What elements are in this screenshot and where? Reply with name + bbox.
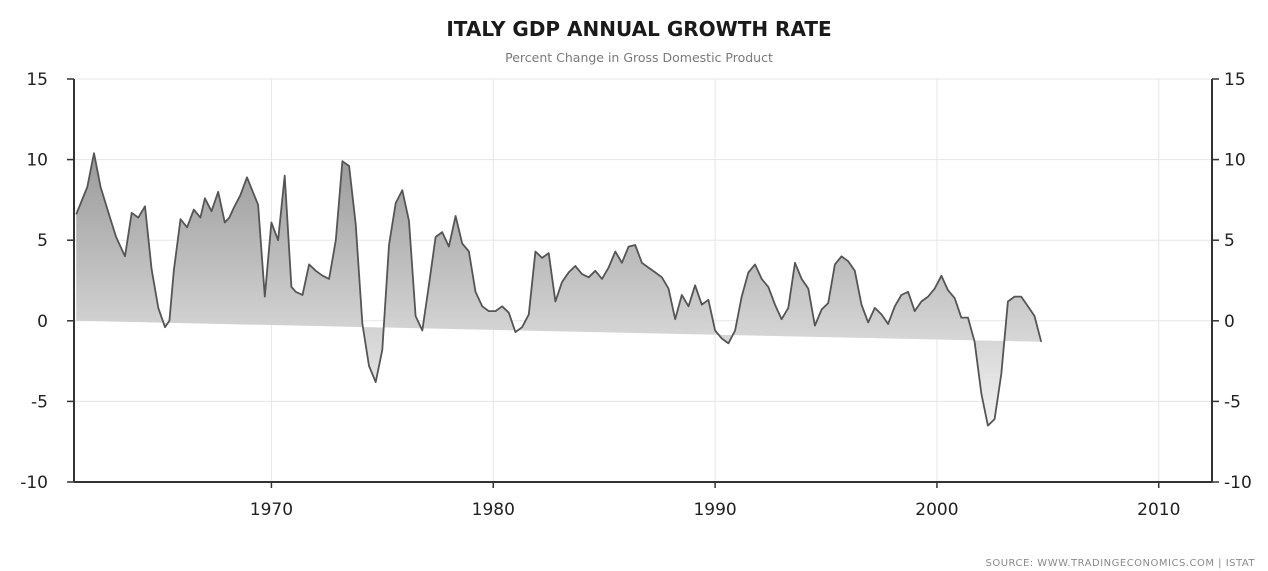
y-tick-label-left: 10	[26, 151, 48, 171]
tick-labels: 15 15 10 10 5 5 0 0 -5 -5 -10 -10 1970 1980 1990 2000 20…	[20, 70, 1252, 520]
y-tick-label-right: 0	[1224, 312, 1235, 332]
y-tick-label-left: -10	[20, 473, 48, 493]
x-tick-label: 1990	[693, 500, 736, 520]
y-tick-label-left: 15	[26, 70, 48, 90]
x-tick-label: 2010	[1137, 500, 1180, 520]
area-layer	[75, 152, 1043, 427]
x-tick-label: 1980	[472, 500, 515, 520]
axes	[67, 78, 1219, 488]
y-tick-label-right: 15	[1224, 70, 1246, 90]
series-line	[75, 152, 1043, 427]
x-tick-label: 1970	[250, 500, 293, 520]
chart-title: ITALY GDP ANNUAL GROWTH RATE	[446, 17, 831, 41]
y-tick-label-right: -10	[1224, 473, 1252, 493]
source-note: SOURCE: WWW.TRADINGECONOMICS.COM | ISTAT	[985, 558, 1255, 569]
chart-subtitle: Percent Change in Gross Domestic Product	[505, 50, 773, 65]
series-area-fill	[76, 153, 1042, 426]
y-tick-label-right: -5	[1224, 392, 1241, 412]
y-tick-label-left: -5	[31, 392, 48, 412]
y-tick-label-right: 5	[1224, 231, 1235, 251]
y-tick-label-left: 5	[37, 231, 48, 251]
x-tick-label: 2000	[915, 500, 958, 520]
y-tick-label-right: 10	[1224, 151, 1246, 171]
y-tick-label-left: 0	[37, 312, 48, 332]
